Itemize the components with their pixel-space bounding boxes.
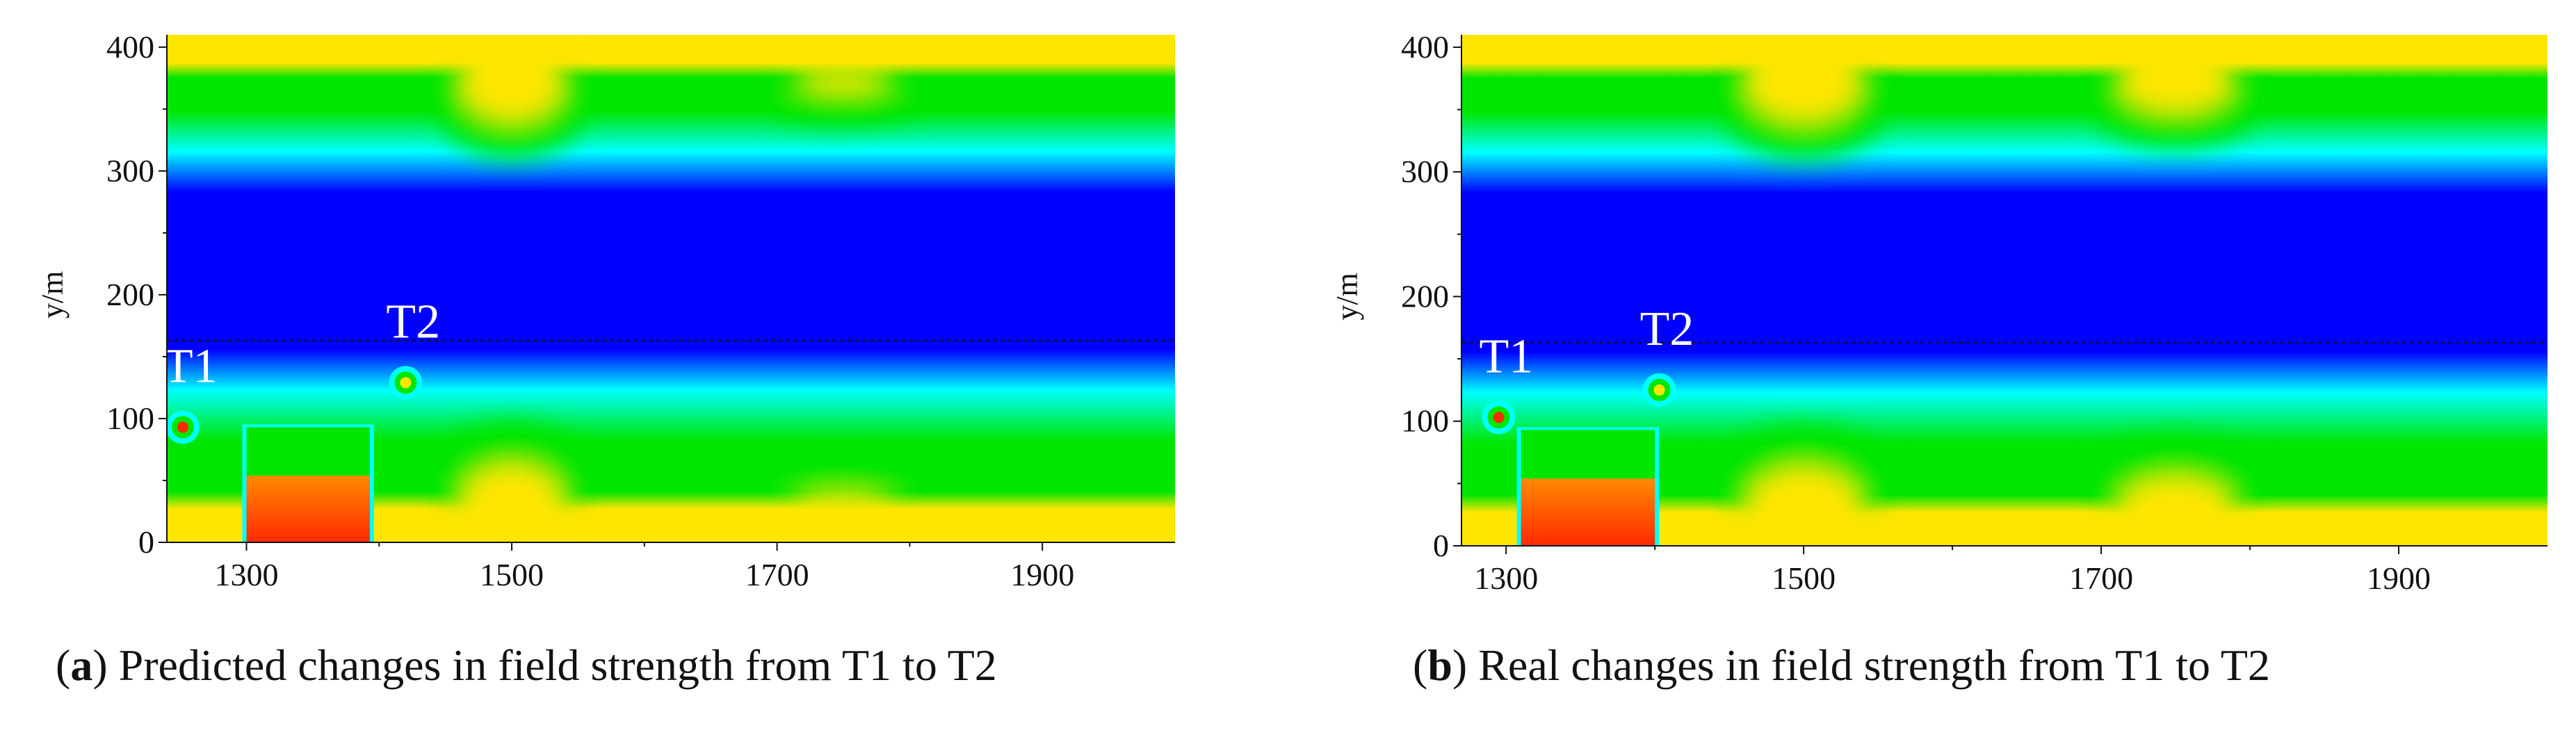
y-tick-label-400: 400	[106, 29, 154, 65]
y-tick-label-200: 200	[106, 277, 154, 312]
y-tick-label-0: 0	[138, 524, 154, 560]
building-top-0	[246, 427, 370, 476]
hill-top-0	[439, 36, 585, 158]
marker-label-T1: T1	[1479, 330, 1533, 383]
x-tick-label-1500: 1500	[1772, 560, 1836, 596]
caption-text-a: Predicted changes in field strength from…	[118, 640, 997, 690]
marker-T1	[1482, 401, 1516, 435]
building-0	[1521, 478, 1655, 546]
caption-letter-a: a	[70, 640, 93, 690]
heatmap-chart-a: T1 T2 0 100 200 300 400 1300 1500 1700 1900 y/m	[35, 29, 1175, 592]
x-tick-label-1700: 1700	[2069, 560, 2133, 596]
caption-b: (b) Real changes in field strength from …	[1413, 640, 2270, 690]
marker-T1	[165, 410, 200, 444]
panel-b: T1 T2 0 100 200 300 400 1300 1500 1700 1900 y/m (b)…	[1288, 0, 2575, 744]
x-tick-label-1300: 1300	[214, 557, 278, 592]
x-tick-label-1900: 1900	[1010, 557, 1074, 592]
heatmap-chart-b: T1 T2 0 100 200 300 400 1300 1500 1700 1900 y/m	[1330, 29, 2547, 596]
y-tick-label-400: 400	[1401, 29, 1449, 65]
hill-top-0	[1722, 36, 1886, 159]
y-axis-label: y/m	[35, 271, 70, 318]
hill-top-1	[2093, 45, 2258, 147]
building-top-0	[1521, 430, 1655, 479]
y-tick-label-300: 300	[106, 153, 154, 188]
panel-a: T1 T2 0 100 200 300 400 1300 1500 1700 1900 y/m (a)…	[35, 29, 1175, 690]
x-tick-label-1900: 1900	[2367, 560, 2431, 596]
marker-T2	[389, 366, 423, 400]
caption-letter-b: b	[1427, 640, 1452, 690]
hill-bottom-1	[770, 459, 916, 520]
y-tick-label-100: 100	[106, 401, 154, 436]
caption-text-b: Real changes in field strength from T1 t…	[1478, 640, 2270, 690]
x-tick-label-1700: 1700	[745, 557, 809, 592]
hill-bottom-1	[2093, 437, 2258, 544]
y-tick-label-200: 200	[1401, 278, 1449, 314]
x-tick-label-1500: 1500	[480, 557, 544, 592]
hill-bottom-0	[1722, 426, 1886, 546]
marker-label-T2: T2	[1640, 302, 1694, 356]
heatmap-field	[1461, 35, 2547, 546]
y-tick-label-0: 0	[1433, 528, 1449, 563]
marker-T2	[1642, 373, 1676, 407]
marker-label-T2: T2	[386, 295, 440, 348]
caption-a: (a) Predicted changes in field strength …	[56, 640, 997, 690]
marker-label-T1: T1	[163, 339, 218, 393]
y-axis-label: y/m	[1330, 273, 1364, 320]
building-0	[246, 475, 370, 542]
y-tick-label-300: 300	[1401, 154, 1449, 189]
hill-bottom-0	[439, 423, 585, 542]
y-tick-label-100: 100	[1401, 403, 1449, 439]
heatmap-field	[167, 35, 1175, 542]
x-tick-label-1300: 1300	[1474, 560, 1538, 596]
hill-top-1	[770, 65, 916, 122]
